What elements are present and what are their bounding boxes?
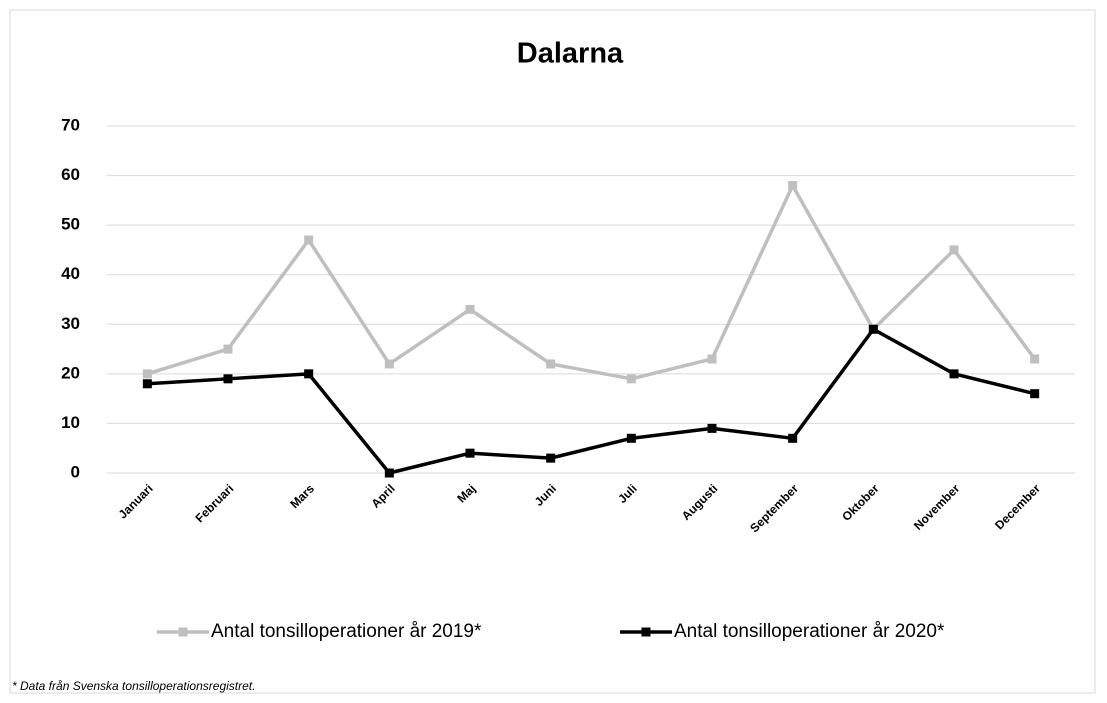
legend-marker	[178, 627, 188, 637]
data-point	[788, 180, 798, 190]
chart-border	[9, 9, 1096, 694]
data-point	[142, 369, 152, 379]
data-point	[707, 423, 717, 433]
y-tick-label: 70	[61, 115, 80, 134]
data-point	[465, 448, 475, 458]
data-point	[1030, 389, 1040, 399]
data-point	[626, 374, 636, 384]
data-point	[546, 453, 556, 463]
y-tick-label: 60	[61, 165, 80, 184]
data-point	[949, 369, 959, 379]
footnote: * Data från Svenska tonsilloperationsreg…	[12, 679, 255, 693]
data-point	[949, 245, 959, 255]
series-line	[147, 327, 1036, 475]
data-point	[384, 359, 394, 369]
data-point	[546, 359, 556, 369]
y-tick-label: 50	[61, 215, 80, 234]
data-point	[304, 235, 314, 245]
data-point	[868, 324, 878, 334]
legend-label: Antal tonsilloperationer år 2020*	[674, 621, 945, 642]
y-tick-label: 20	[61, 363, 80, 382]
data-point	[707, 354, 717, 364]
chart-title: Dalarna	[517, 38, 624, 70]
data-point	[1030, 354, 1040, 364]
y-tick-label: 30	[61, 314, 80, 333]
y-tick-label: 40	[61, 264, 80, 283]
data-point	[304, 369, 314, 379]
data-point	[788, 433, 798, 443]
series-line	[146, 183, 1037, 381]
data-point	[142, 379, 152, 389]
data-point	[384, 468, 394, 478]
y-tick-label: 0	[71, 462, 80, 481]
data-point	[223, 344, 233, 354]
data-point	[223, 374, 233, 384]
y-tick-label: 10	[61, 413, 80, 432]
legend-marker	[641, 627, 651, 637]
legend-label: Antal tonsilloperationer år 2019*	[211, 621, 482, 642]
data-point	[626, 433, 636, 443]
data-point	[465, 304, 475, 314]
